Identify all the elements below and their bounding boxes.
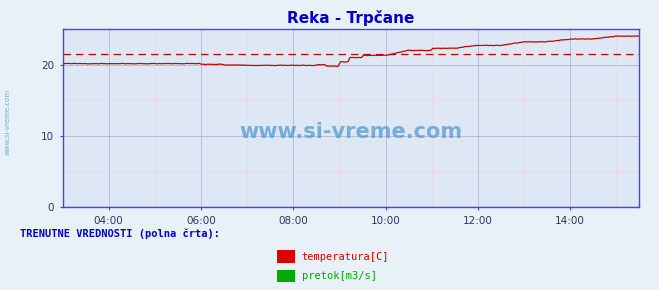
Text: pretok[m3/s]: pretok[m3/s] xyxy=(302,271,377,281)
Text: TRENUTNE VREDNOSTI (polna črta):: TRENUTNE VREDNOSTI (polna črta): xyxy=(20,228,219,239)
Text: www.si-vreme.com: www.si-vreme.com xyxy=(5,89,11,155)
Text: www.si-vreme.com: www.si-vreme.com xyxy=(239,122,463,142)
Text: temperatura[C]: temperatura[C] xyxy=(302,252,389,262)
Title: Reka - Trpčane: Reka - Trpčane xyxy=(287,10,415,26)
